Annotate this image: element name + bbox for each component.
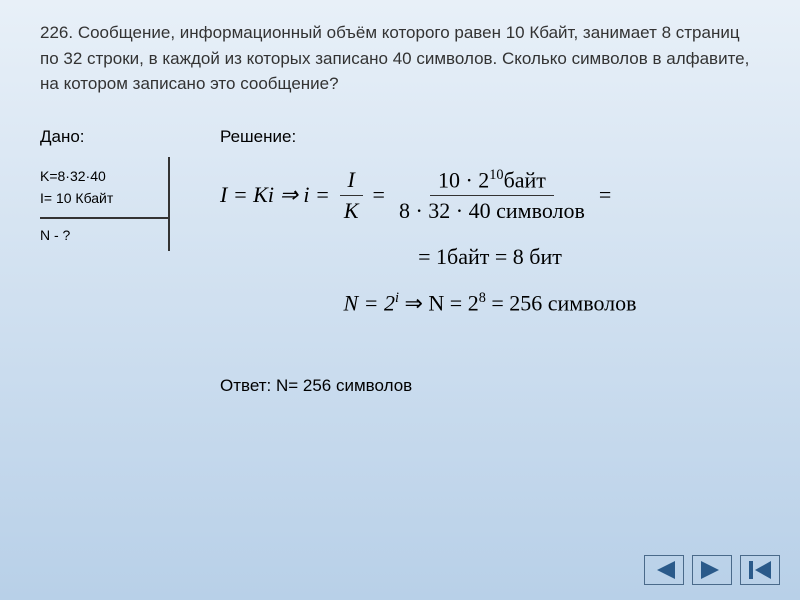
- prev-button[interactable]: [644, 555, 684, 585]
- formula-line-1: I = Ki ⇒ i = I K = 10 · 210байт 8 · 32 ·…: [220, 167, 760, 224]
- given-line-i: I= 10 Кбайт: [40, 187, 158, 209]
- formula2-text: = 1байт = 8 бит: [418, 244, 562, 270]
- frac2-top: 10 · 210байт: [430, 167, 554, 196]
- given-find: N - ?: [40, 219, 170, 251]
- solution-box: Решение: I = Ki ⇒ i = I K = 10 · 210байт…: [190, 127, 760, 397]
- frac1-top: I: [340, 167, 363, 196]
- f3-mid: ⇒ N = 2: [399, 290, 479, 315]
- next-arrow-icon: [701, 561, 723, 579]
- next-button[interactable]: [692, 555, 732, 585]
- given-label: Дано:: [40, 127, 170, 147]
- formula-line-3: N = 2i ⇒ N = 28 = 256 символов: [220, 290, 760, 316]
- frac2-top-unit: байт: [504, 167, 546, 192]
- formula1-left: I = Ki ⇒ i =: [220, 182, 330, 208]
- frac1-bot: K: [336, 196, 367, 224]
- eq1: =: [373, 182, 385, 208]
- given-content: K=8·32·40 I= 10 Кбайт: [40, 157, 170, 220]
- given-box: Дано: K=8·32·40 I= 10 Кбайт N - ?: [40, 127, 190, 397]
- prev-arrow-icon: [653, 561, 675, 579]
- fraction-main: 10 · 210байт 8 · 32 · 40 символов: [391, 167, 593, 224]
- formula3-part: N = 2i ⇒ N = 28 = 256 символов: [343, 290, 636, 316]
- answer-text: Ответ: N= 256 символов: [220, 376, 760, 396]
- frac2-top-exp: 10: [489, 167, 503, 183]
- trail-eq: =: [599, 182, 611, 208]
- frac2-bot: 8 · 32 · 40 символов: [391, 196, 593, 224]
- f3-left: N = 2: [343, 290, 395, 315]
- frac2-top-num: 10 · 2: [438, 167, 489, 192]
- formula-line-2: = 1байт = 8 бит: [220, 244, 760, 270]
- solution-area: Дано: K=8·32·40 I= 10 Кбайт N - ? Решени…: [0, 107, 800, 417]
- solution-label: Решение:: [220, 127, 760, 147]
- first-button[interactable]: [740, 555, 780, 585]
- f3-exp2: 8: [479, 290, 486, 306]
- nav-buttons: [644, 555, 780, 585]
- first-arrow-icon: [749, 561, 771, 579]
- problem-number: 226.: [40, 23, 73, 42]
- fraction-ik: I K: [336, 167, 367, 224]
- problem-text-body: Сообщение, информационный объём которого…: [40, 23, 749, 93]
- given-line-k: K=8·32·40: [40, 165, 158, 187]
- problem-statement: 226. Сообщение, информационный объём кот…: [0, 0, 800, 107]
- f3-right: = 256 символов: [486, 290, 637, 315]
